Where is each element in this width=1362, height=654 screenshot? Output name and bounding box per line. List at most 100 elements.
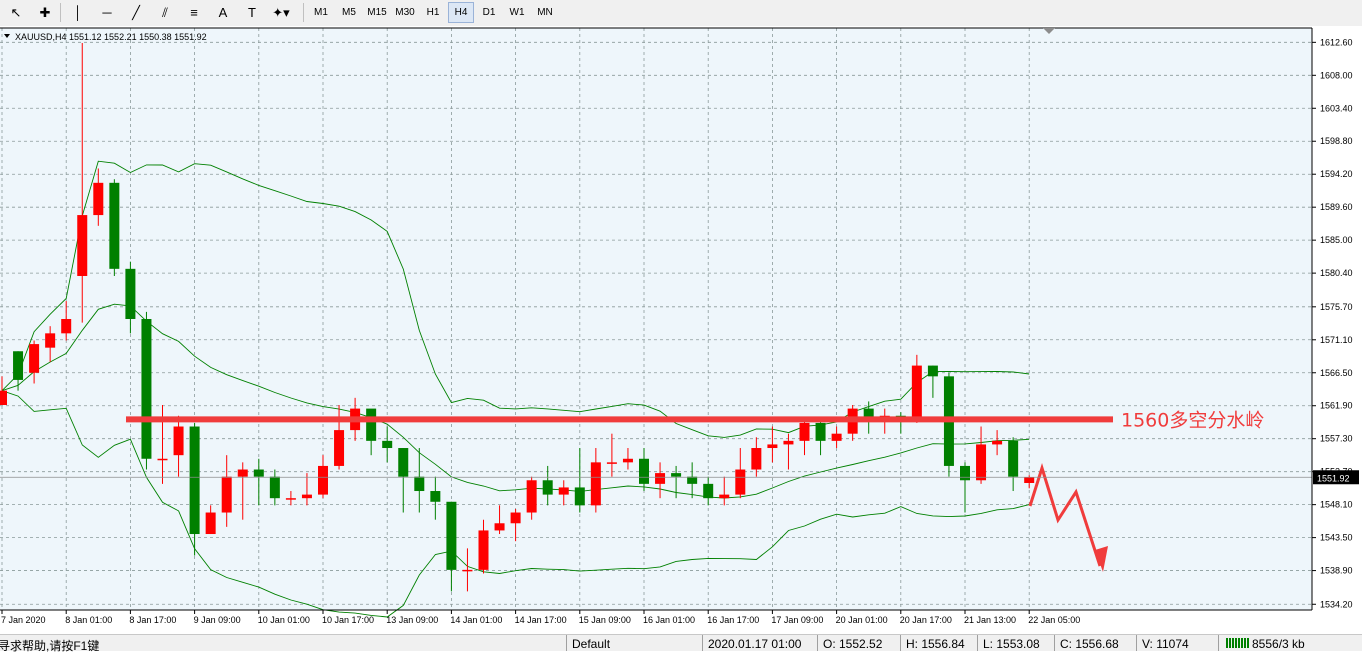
x-tick-label: 9 Jan 09:00 [194,615,241,625]
candle-body [719,494,730,499]
high-value: H: 1556.84 [906,637,965,651]
x-tick-label: 8 Jan 01:00 [65,615,112,625]
candle-body [831,433,842,441]
chart-header: XAUUSD,H4 1551.12 1552.21 1550.38 1551.9… [15,32,207,42]
candle-body [269,476,280,499]
open-value: O: 1552.52 [823,637,883,651]
candle-body [542,480,553,495]
horizontal-line-icon[interactable]: ─ [102,5,112,20]
y-tick-label: 1598.80 [1320,136,1353,146]
timeframe-mn[interactable]: MN [537,7,553,18]
y-tick-label: 1589.60 [1320,202,1353,212]
timeframe-m5[interactable]: M5 [342,7,356,18]
candle-body [703,483,714,499]
timeframe-m15[interactable]: M15 [367,7,387,18]
y-tick-label: 1557.30 [1320,434,1353,444]
candle-body [1008,440,1019,477]
y-tick-label: 1538.90 [1320,566,1353,576]
y-tick-label: 1561.90 [1320,401,1353,411]
y-tick-label: 1575.70 [1320,302,1353,312]
candle-body [462,569,473,572]
cursor-icon[interactable]: ↖ [10,4,22,20]
candle-body [927,365,938,377]
x-tick-label: 13 Jan 09:00 [386,615,438,625]
candle-body [735,469,746,495]
candle-body [606,462,617,464]
candle-body [0,390,7,406]
candle-body [494,523,505,531]
candle-body [815,422,826,441]
projection-zigzag [1028,462,1102,567]
candle-body [93,182,104,216]
y-tick-label: 1543.50 [1320,533,1353,543]
timeframe-m30[interactable]: M30 [395,7,415,18]
arrows-shapes-icon[interactable]: ✦▾ [272,4,290,20]
candle-body [125,268,136,319]
x-tick-label: 14 Jan 17:00 [515,615,567,625]
x-tick-label: 20 Jan 01:00 [836,615,888,625]
candle-body [77,215,88,276]
x-tick-label: 20 Jan 17:00 [900,615,952,625]
y-tick-label: 1612.60 [1320,37,1353,47]
timeframe-h4[interactable]: H4 [448,2,474,23]
candle-body [639,458,649,484]
crosshair-icon[interactable]: ✚ [39,4,51,20]
candle-body [173,426,184,456]
y-tick-label: 1585.00 [1320,235,1353,245]
y-tick-label: 1566.50 [1320,368,1353,378]
symbol-dropdown-icon [4,34,10,38]
trendline-icon[interactable]: ╱ [132,4,140,20]
x-tick-label: 14 Jan 01:00 [450,615,502,625]
candle-body [510,512,521,524]
timeframe-w1[interactable]: W1 [509,7,525,18]
current-price-label: 1551.92 [1317,473,1350,483]
candle-body [767,444,778,449]
text-icon[interactable]: A [218,5,228,20]
price-chart[interactable]: 1612.60 1608.00 1603.40 1598.80 1594.20 1589.… [0,26,1362,632]
y-tick-label: 1603.40 [1320,103,1353,113]
candle-body [671,473,682,477]
text-label-icon[interactable]: T [248,5,256,20]
cursor-time: 2020.01.17 01:00 [708,637,802,651]
y-tick-label: 1580.40 [1320,268,1353,278]
band-upper [1,160,1030,438]
timeframe-d1[interactable]: D1 [482,7,496,18]
candle-body [141,319,152,459]
x-tick-label: 10 Jan 01:00 [258,615,310,625]
candle-body [285,498,296,500]
candle-body [446,501,457,570]
candle-body [29,344,40,373]
x-tick-label: 16 Jan 17:00 [707,615,759,625]
y-tick-label: 1534.20 [1320,599,1353,609]
candle-body [558,487,569,495]
candle-body [430,491,441,502]
x-tick-label: 7 Jan 2020 [1,615,46,625]
x-tick-label: 17 Jan 09:00 [771,615,823,625]
vertical-line-icon[interactable]: │ [73,5,83,20]
timeframe-m1[interactable]: M1 [314,7,328,18]
candle-body [783,440,794,445]
status-bar: 寻求帮助,请按F1键 Default 2020.01.17 01:00 O: 1… [0,634,1362,653]
candle-body [992,440,1003,445]
y-tick-label: 1548.10 [1320,500,1353,510]
chart-shift-marker [1043,28,1055,34]
current-price-tag [1313,470,1359,485]
plot-area [0,28,1312,610]
x-tick-label: 8 Jan 17:00 [129,615,176,625]
x-tick-label: 10 Jan 17:00 [322,615,374,625]
candle-body [318,465,328,495]
volume-value: V: 11074 [1142,637,1189,651]
projection-arrowhead [1095,546,1108,572]
candle-body [574,487,585,506]
x-tick-label: 22 Jan 05:00 [1028,615,1080,625]
fibonacci-icon[interactable]: ≡ [190,5,198,20]
y-tick-label: 1608.00 [1320,70,1353,80]
candle-body [526,480,537,513]
y-tick-label: 1594.20 [1320,169,1353,179]
candle-body [157,458,168,461]
equidistant-channel-icon[interactable]: ⫽ [162,4,168,20]
profile-name: Default [572,637,611,651]
traffic-value: 8556/3 kb [1252,637,1305,651]
x-tick-label: 16 Jan 01:00 [643,615,695,625]
timeframe-h1[interactable]: H1 [426,7,440,18]
